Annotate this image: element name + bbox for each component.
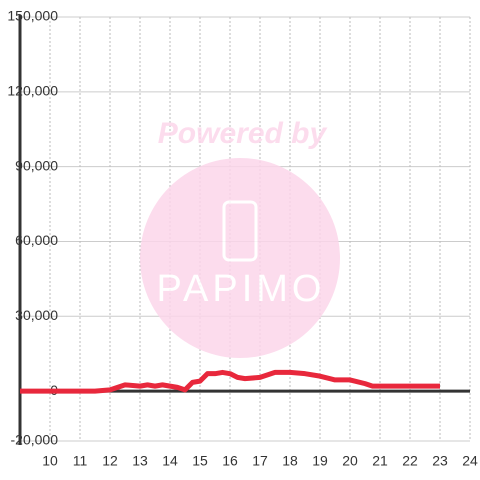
x-tick-label: 20 [342, 453, 358, 469]
x-tick-label: 22 [402, 453, 418, 469]
watermark-circle [140, 158, 340, 358]
watermark: Powered by PAPIMO [140, 117, 340, 358]
x-tick-label: 10 [42, 453, 58, 469]
data-line [20, 369, 440, 394]
x-tick-label: 15 [192, 453, 208, 469]
x-tick-label: 23 [432, 453, 448, 469]
x-tick-label: 14 [162, 453, 178, 469]
x-tick-label: 11 [73, 453, 88, 469]
x-tick-label: 17 [252, 453, 268, 469]
watermark-phone [222, 200, 258, 262]
x-tick-label: 21 [372, 453, 388, 469]
y-tick-label: 150,000 [7, 8, 58, 24]
x-tick-label: 18 [282, 453, 298, 469]
watermark-text: Powered by [158, 117, 328, 150]
y-tick-label: -20,000 [11, 432, 59, 448]
x-tick-label: 19 [312, 453, 328, 469]
x-tick-label: 13 [132, 453, 148, 469]
x-tick-label: 12 [102, 453, 118, 469]
y-tick-label: 90,000 [15, 157, 58, 173]
x-tick-label: 16 [222, 453, 238, 469]
x-tick-label: 24 [462, 453, 478, 469]
y-tick-label: 60,000 [15, 232, 58, 248]
y-tick-label: 120,000 [7, 83, 58, 99]
y-tick-label: 30,000 [15, 307, 58, 323]
watermark-logo: PAPIMO [157, 268, 326, 310]
